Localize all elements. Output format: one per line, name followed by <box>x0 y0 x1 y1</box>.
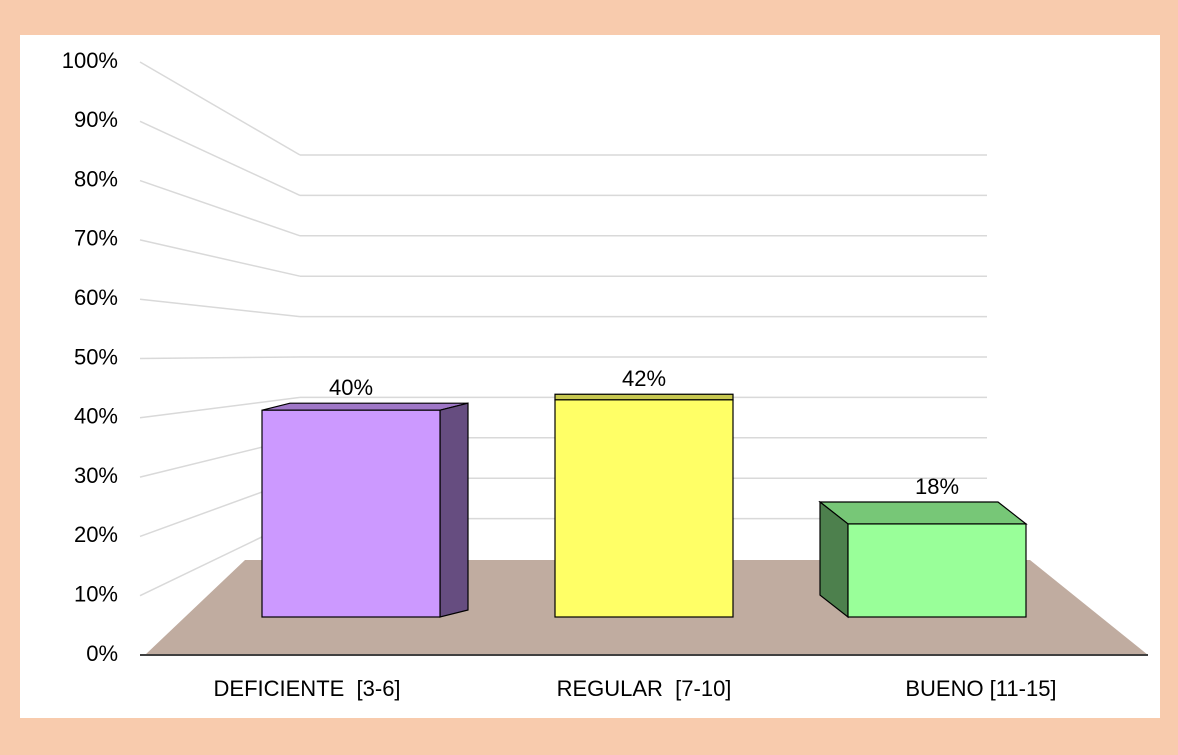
value-label: 42% <box>622 366 666 391</box>
bar <box>847 523 1027 618</box>
y-tick-label: 40% <box>74 404 118 429</box>
value-label: 40% <box>329 375 373 400</box>
y-tick-label: 10% <box>74 582 118 607</box>
y-tick-label: 50% <box>74 344 118 369</box>
x-tick-label: BUENO [11-15] <box>905 676 1056 701</box>
bar-side <box>439 402 469 618</box>
bar <box>554 399 734 618</box>
y-tick-label: 30% <box>74 463 118 488</box>
x-tick-label: DEFICIENTE [3-6] <box>214 676 401 701</box>
y-tick-label: 100% <box>62 48 118 73</box>
grid-line <box>139 396 301 419</box>
y-tick-label: 90% <box>74 107 118 132</box>
value-label: 18% <box>915 474 959 499</box>
grid-line <box>139 179 301 237</box>
grid-line <box>139 61 301 156</box>
grid-line <box>139 356 301 360</box>
grid-line <box>139 298 301 318</box>
y-tick-label: 60% <box>74 285 118 310</box>
x-tick-label: REGULAR [7-10] <box>557 676 732 701</box>
y-tick-label: 80% <box>74 166 118 191</box>
grid-line <box>139 239 301 277</box>
y-tick-label: 20% <box>74 522 118 547</box>
bar <box>261 409 441 618</box>
bar-top <box>554 393 734 401</box>
bar-top <box>818 501 1028 525</box>
grid-line <box>139 120 301 197</box>
bar-top <box>261 402 469 411</box>
y-tick-label: 70% <box>74 226 118 251</box>
y-tick-label: 0% <box>86 641 118 666</box>
